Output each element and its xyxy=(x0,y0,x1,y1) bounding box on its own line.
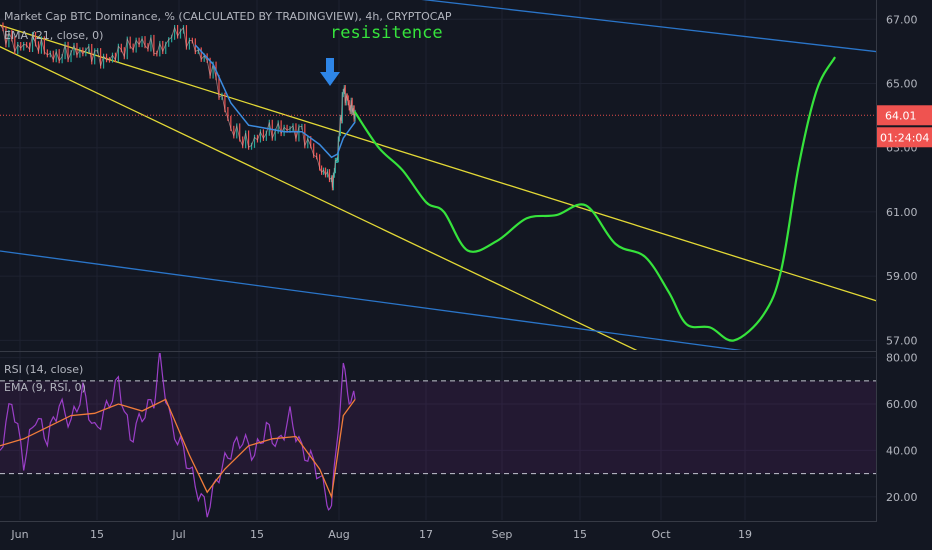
blue-trend-lower xyxy=(0,250,743,350)
time-axis-label: 17 xyxy=(419,528,433,541)
current-price-bg xyxy=(877,105,932,126)
rsi-legend: RSI (14, close) xyxy=(4,363,83,376)
price-axis-label: 67.00 xyxy=(886,13,918,26)
time-axis-label: Aug xyxy=(328,528,349,541)
grid-layer xyxy=(0,0,877,522)
annotation-arrow xyxy=(320,58,340,86)
rsi-band-fill xyxy=(0,380,876,474)
rsi-axis-label: 60.00 xyxy=(886,398,918,411)
projection-path xyxy=(354,56,836,342)
rsi-axis-label: 20.00 xyxy=(886,491,918,504)
axes: 67.0065.0063.0061.0059.0057.0080.0060.00… xyxy=(10,13,932,541)
price-axis-label: 57.00 xyxy=(886,334,918,347)
channel-lower-line xyxy=(0,46,638,350)
price-pane: resisitence xyxy=(0,0,876,350)
price-axis-label: 61.00 xyxy=(886,206,918,219)
current-price-badge: 64.01 xyxy=(877,105,932,126)
time-axis-label: Oct xyxy=(651,528,671,541)
rsi-axis-label: 80.00 xyxy=(886,352,918,365)
time-axis-label: 19 xyxy=(738,528,752,541)
time-axis-label: Jul xyxy=(171,528,185,541)
time-axis-label: 15 xyxy=(573,528,587,541)
rsi-line xyxy=(0,353,356,518)
countdown-badge: 01:24:04 xyxy=(877,127,932,148)
ema-legend: EMA (21, close, 0) xyxy=(4,29,103,42)
ema-line xyxy=(194,44,356,159)
time-axis-label: Sep xyxy=(492,528,513,541)
countdown-bg xyxy=(877,127,932,148)
price-axis-label: 65.00 xyxy=(886,77,918,90)
time-axis-label: Jun xyxy=(10,528,28,541)
time-axis-label: 15 xyxy=(250,528,264,541)
countdown-label: 01:24:04 xyxy=(880,131,929,144)
rsi-axis-label: 40.00 xyxy=(886,444,918,457)
rsi-pane xyxy=(0,353,876,518)
arrow-down-icon xyxy=(320,58,340,86)
price-series-line xyxy=(0,24,356,188)
annotation-resistance: resisitence xyxy=(330,23,443,43)
time-axis-label: 15 xyxy=(90,528,104,541)
price-axis-label: 59.00 xyxy=(886,270,918,283)
blue-trend-upper xyxy=(421,0,876,53)
legend: Market Cap BTC Dominance, % (CALCULATED … xyxy=(4,10,452,394)
chart-title: Market Cap BTC Dominance, % (CALCULATED … xyxy=(4,10,452,23)
channel-upper-line xyxy=(0,24,876,302)
rsi-ema-legend: EMA (9, RSI, 0) xyxy=(4,381,86,394)
current-price-label: 64.01 xyxy=(885,109,917,122)
rsi-ema-line xyxy=(0,398,356,500)
